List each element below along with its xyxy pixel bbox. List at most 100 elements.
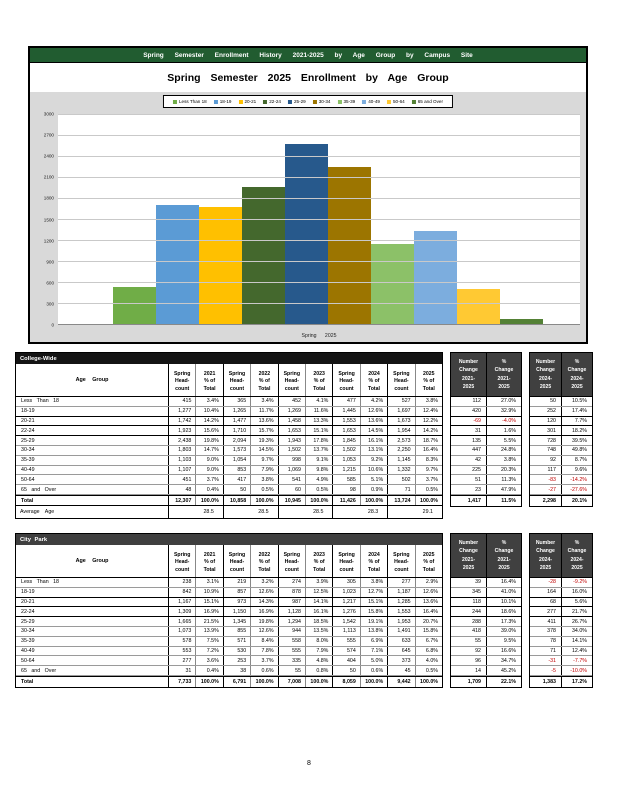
data-cell: 5.1% [359, 475, 387, 485]
legend-label: 25-29 [293, 99, 306, 104]
change-cell: 39.0% [486, 626, 521, 636]
data-cell: 574 [332, 646, 359, 656]
change-cell: 1.6% [486, 426, 521, 436]
data-cell: 878 [277, 587, 305, 597]
header-line: count [394, 567, 409, 574]
change-row: 92 16.6% [451, 646, 521, 657]
age-group-label: 65 and Over [21, 486, 57, 493]
gridline [58, 135, 580, 136]
change-cell: 14 [475, 667, 481, 674]
header-line: 2025 [498, 383, 510, 390]
data-cell: 0.4% [195, 666, 222, 675]
gridline [58, 219, 580, 220]
header-line: 2024- [538, 375, 553, 382]
change-cell: -10.0% [561, 666, 592, 675]
gridline [58, 261, 580, 262]
headcount-column-header: Spring Head-count [168, 545, 195, 577]
total-cell: 10,945 [277, 495, 305, 506]
header-line: Number [535, 359, 556, 366]
data-cell: 1,477 [222, 416, 250, 426]
change-cell: -27.6% [561, 485, 592, 494]
data-cell: 3.7% [195, 475, 222, 485]
data-cell: 3.2% [250, 578, 277, 587]
data-cell: 1,553 [332, 416, 359, 426]
data-cell: 0.6% [250, 666, 277, 675]
bar-20-21 [198, 206, 242, 324]
data-cell: 16.9% [250, 607, 277, 617]
legend-swatch-icon [287, 99, 292, 104]
data-cell: 1,128 [277, 607, 305, 617]
data-cell: 3.1% [195, 578, 222, 587]
header-line: Change [459, 548, 478, 555]
change-total-row: 1,417 11.5% [451, 494, 521, 506]
change-cell: 27.0% [486, 397, 521, 406]
data-cell: 853 [222, 465, 250, 475]
header-line: Head- [174, 559, 190, 566]
change-cell: 748 [547, 447, 556, 454]
age-group-label: 18-19 [21, 408, 35, 415]
bar-30-34 [328, 166, 372, 324]
data-cell: 14.1% [304, 597, 332, 607]
change-cell: 244 [472, 608, 481, 615]
header-line: Head- [339, 559, 354, 566]
data-cell: 1,845 [332, 436, 359, 445]
legend-swatch-icon [238, 99, 243, 104]
total-cell: 100.0% [195, 676, 222, 687]
change-cell: -31 [548, 657, 556, 664]
change-row: 50 10.5% [530, 397, 592, 407]
data-cell: 17.8% [304, 436, 332, 445]
table-row: 65 and Over 31 0.4% 38 0.6% 55 0.8% 50 0.6% 45 0.5… [16, 666, 442, 676]
header-line: Head- [339, 378, 354, 385]
total-cell: 100.0% [250, 676, 277, 687]
data-cell: 1,953 [387, 617, 414, 626]
change-cell: -7.7% [561, 656, 592, 666]
headcount-column-header: Spring Head-count [277, 545, 305, 577]
data-cell: 451 [168, 475, 195, 485]
change-cell: 3.8% [486, 455, 521, 465]
header-line: count [284, 567, 299, 574]
age-group-label: 30-34 [21, 447, 35, 454]
data-cell: 404 [332, 656, 359, 666]
pct-change-header: % Change 2021- 2025 [486, 353, 521, 396]
header-line: 2024- [538, 556, 553, 563]
header-line: % of [204, 559, 216, 566]
header-line: Change [536, 367, 555, 374]
header-line: Total [313, 567, 326, 574]
header-line: Total [367, 567, 380, 574]
legend-item: 18-19 [213, 99, 231, 104]
bar-series [112, 114, 544, 324]
header-line: % [574, 359, 580, 366]
data-cell: 1,309 [168, 607, 195, 617]
data-cell: 7.1% [359, 646, 387, 656]
header-line: Spring [228, 551, 246, 558]
data-cell: 10.6% [359, 465, 387, 475]
change-row: 23 47.9% [451, 485, 521, 495]
gridline [58, 114, 580, 115]
data-cell: 1,553 [387, 607, 414, 617]
gridline [58, 282, 580, 283]
number-change-header: Number Change 2021- 2025 [451, 534, 486, 577]
data-cell: 55 [277, 666, 305, 675]
header-line: % of [258, 559, 270, 566]
header-line: Total [258, 386, 271, 393]
y-tick-label: 1800 [43, 195, 54, 201]
pct-of-total-column-header: 2022% of Total [250, 364, 277, 396]
data-cell: 633 [387, 636, 414, 646]
change-total-cell: 1,417 [467, 497, 481, 504]
legend-item: 65 and Over [411, 99, 443, 104]
bar-25-29 [285, 143, 329, 324]
header-line: Change [494, 367, 514, 374]
header-line: 2025 [539, 383, 552, 390]
data-cell: 14.5% [250, 445, 277, 455]
data-cell: 1,923 [168, 426, 195, 436]
pct-of-total-column-header: 2025% of Total [414, 364, 442, 396]
header-line: 2024 [368, 370, 380, 377]
change-cell: 45.2% [486, 666, 521, 675]
data-cell: 16.1% [304, 607, 332, 617]
age-group-label: 30-34 [21, 628, 35, 635]
change-cell: 18.6% [486, 607, 521, 617]
table-row: 18-19 1,277 10.4% 1,265 11.7% 1,269 11.6% 1,445… [16, 406, 442, 417]
change-cell: 92 [475, 647, 481, 654]
change-cell: -69 [473, 417, 481, 424]
